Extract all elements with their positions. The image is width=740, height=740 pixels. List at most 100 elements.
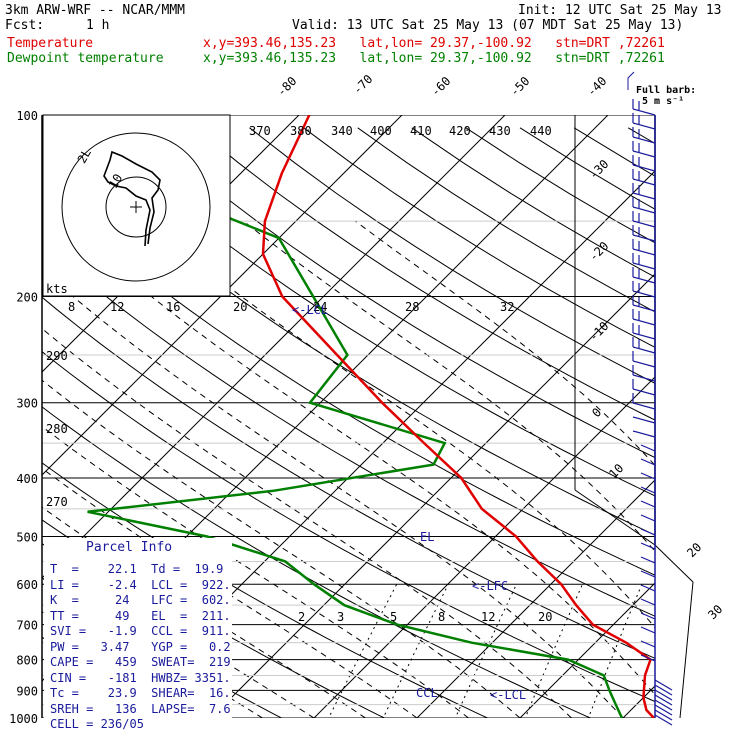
dry-adiabat-460 xyxy=(682,128,740,731)
parcel-info-row: Tc = 23.9 SHEAR= 16. xyxy=(50,686,231,700)
wind-barbs xyxy=(632,99,673,726)
mixing-low-label: 12 xyxy=(481,610,495,624)
temperature-legend: Temperature xyxy=(7,36,94,51)
barb-legend-line1: Full barb: xyxy=(636,85,696,96)
mixing-top-label: 16 xyxy=(166,300,180,314)
dry-adiabat-390 xyxy=(303,127,655,348)
dewpoint-location: x,y=393.46,135.23 lat,lon= 29.37,-100.92… xyxy=(203,51,665,66)
wind-barb xyxy=(640,570,656,578)
mixing-ratio-labels-top: 8 12 16 20 24 28 32 xyxy=(68,300,514,314)
hodograph: 10 2L kts xyxy=(42,114,231,297)
mixing-top-label: 8 xyxy=(68,300,75,314)
wind-barb xyxy=(632,402,656,410)
wind-barb-low xyxy=(654,679,673,691)
wind-barb xyxy=(640,556,656,564)
mixing-ratio-12 xyxy=(587,584,643,718)
dry-adiabat-360 xyxy=(140,127,655,459)
dry-adiabat-370 xyxy=(195,127,655,421)
wind-barb xyxy=(632,290,656,298)
parcel-info-panel: Parcel Info T = 22.1 Td = 19.9 LI = -2.4 … xyxy=(44,538,232,734)
isotherm--100 xyxy=(0,102,3,731)
pressure-label-100: 100 xyxy=(16,109,38,123)
dry-adiabat-400 xyxy=(357,127,655,313)
annotation-lcl: <-LCL xyxy=(292,303,328,317)
wind-barb xyxy=(640,542,656,550)
wind-barb xyxy=(632,150,656,158)
mixing-ratio-lines xyxy=(328,583,643,718)
parcel-info-row: K = 24 LFC = 602. xyxy=(50,593,231,607)
wind-barb xyxy=(632,360,656,368)
theta-top-label: 370 xyxy=(249,124,271,138)
moist-adiabat-10 xyxy=(42,379,521,718)
wind-barb xyxy=(640,444,656,452)
wind-barb xyxy=(632,108,656,116)
valid-time: Valid: 13 UTC Sat 25 May 13 (07 MDT Sat … xyxy=(292,18,684,33)
hodo-unit: kts xyxy=(46,282,68,296)
wind-barb xyxy=(640,458,656,466)
mixing-low-label: 20 xyxy=(538,610,552,624)
wind-barb xyxy=(632,332,656,340)
wind-barb xyxy=(632,192,656,200)
theta-top-label: 410 xyxy=(410,124,432,138)
top-temp-label: -80 xyxy=(274,74,299,99)
isotherm--20 xyxy=(210,273,655,718)
barb-legend-icon xyxy=(627,71,635,90)
wind-barb-low xyxy=(654,694,673,706)
mixing-low-label: 5 xyxy=(390,610,397,624)
top-temp-label: -70 xyxy=(350,72,375,97)
wind-barb xyxy=(640,640,656,648)
wind-barb-low xyxy=(654,689,673,701)
isotherm--60 xyxy=(42,115,403,476)
fcst-label: Fcst: xyxy=(5,18,45,33)
moist-adiabat-15 xyxy=(42,327,572,718)
pressure-label-300: 300 xyxy=(16,397,38,411)
wind-barb xyxy=(640,500,656,508)
wind-barb xyxy=(632,318,656,326)
mixing-ratio-5 xyxy=(454,583,517,718)
annotation-ccl: CCL xyxy=(416,686,438,700)
theta-top-label: 380 xyxy=(290,124,312,138)
wind-barb xyxy=(640,626,656,634)
wind-barb xyxy=(632,234,656,242)
parcel-info-row: TT = 49 EL = 211. xyxy=(50,608,231,623)
theta-labels-left: 290 280 270 xyxy=(46,349,68,509)
theta-top-label: 420 xyxy=(449,124,471,138)
moist-adiabat-30 xyxy=(145,220,655,629)
dry-adiabat-350 xyxy=(86,127,655,497)
theta-top-label: 340 xyxy=(331,124,353,138)
mixing-low-label: 3 xyxy=(337,610,344,624)
mixing-ratio-3 xyxy=(382,583,449,718)
moist-adiabat-5 xyxy=(42,425,469,718)
temperature-series xyxy=(261,115,655,718)
parcel-info-row: CELL = 236/05 xyxy=(50,717,144,731)
mixing-ratio-labels-low: 2 3 5 8 12 20 xyxy=(298,610,552,624)
theta-top-label: 440 xyxy=(530,124,552,138)
pressure-label-1000: 1000 xyxy=(9,712,38,726)
dry-adiabat-380 xyxy=(249,127,655,384)
theta-left-label: 280 xyxy=(46,422,68,436)
annotation-el: EL xyxy=(420,530,434,544)
parcel-info-row: CAPE = 459 SWEAT= 219 xyxy=(50,655,231,669)
parcel-level-annotations: <-LCL <-LFC EL CCL <-LCL xyxy=(292,303,526,702)
top-temp-label: -60 xyxy=(428,74,453,99)
dry-adiabat-300 xyxy=(42,351,655,703)
wind-barb-low xyxy=(654,714,673,726)
parcel-info-row: SREH = 136 LAPSE= 7.6 xyxy=(50,701,231,716)
wind-barb-low xyxy=(654,709,673,721)
right-temp-label: 30 xyxy=(705,602,725,622)
isotherm--50 xyxy=(42,115,506,579)
mixing-top-label: 20 xyxy=(233,300,247,314)
theta-top-label: 400 xyxy=(370,124,392,138)
dry-adiabat-320 xyxy=(42,242,655,617)
temperature-top-labels: -80 -70 -60 -50 -40 xyxy=(274,72,609,99)
wind-barb xyxy=(640,598,656,606)
mixing-low-label: 8 xyxy=(438,610,445,624)
pressure-label-600: 600 xyxy=(16,578,38,592)
wind-barb-low xyxy=(654,704,673,716)
init-time: Init: 12 UTC Sat 25 May 13 xyxy=(518,3,722,18)
mixing-low-label: 2 xyxy=(298,610,305,624)
theta-left-label: 290 xyxy=(46,349,68,363)
isotherm-30 xyxy=(713,102,740,731)
mixing-top-label: 28 xyxy=(405,300,419,314)
annotation-lfc: <-LFC xyxy=(472,579,508,593)
